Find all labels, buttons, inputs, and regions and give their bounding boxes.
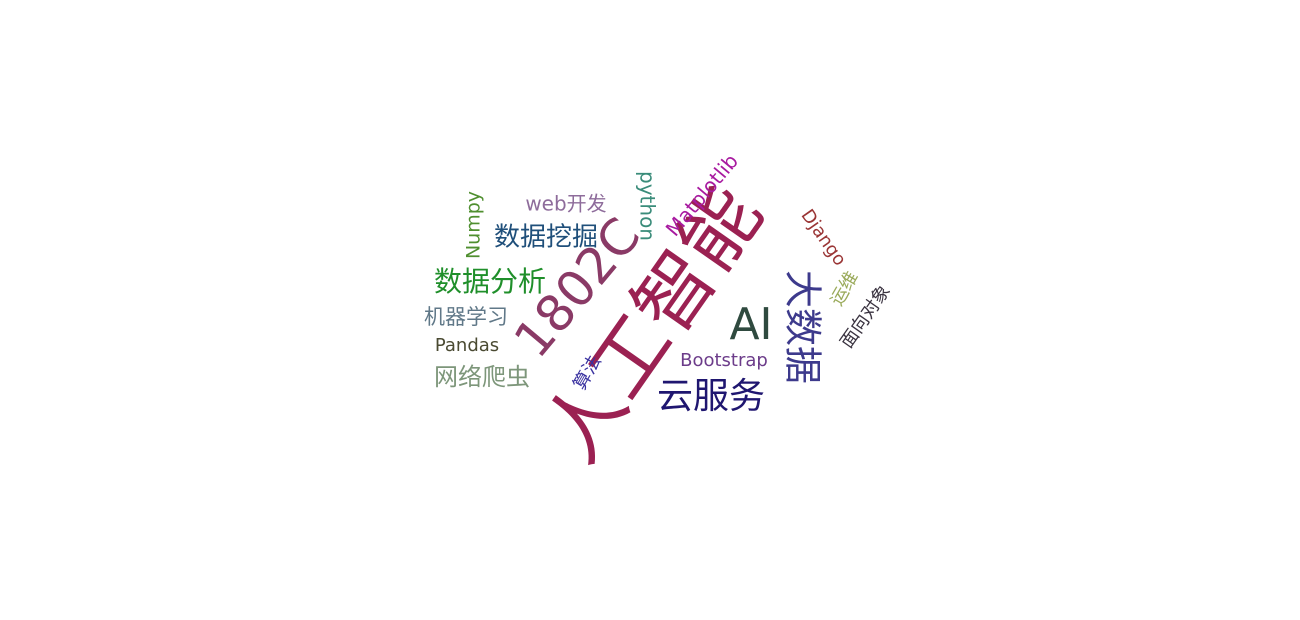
word-cloud-word: 机器学习 (424, 305, 508, 329)
word-cloud-word: Django (797, 206, 851, 270)
word-cloud-word: python (636, 171, 660, 241)
word-cloud-word: 数据分析 (434, 265, 546, 298)
word-cloud-word: 云服务 (657, 376, 765, 417)
word-cloud-word: 大数据 (781, 270, 825, 384)
word-cloud-word: web开发 (525, 192, 606, 216)
word-cloud-word: Pandas (435, 335, 499, 356)
word-cloud-word: 数据挖掘 (494, 223, 598, 253)
word-cloud-word: AI (729, 299, 772, 350)
word-cloud-word: 网络爬虫 (434, 363, 530, 391)
word-cloud-word: Numpy (463, 191, 485, 259)
word-cloud-word: Bootstrap (680, 350, 768, 371)
word-cloud-word: 运维 (826, 268, 862, 310)
